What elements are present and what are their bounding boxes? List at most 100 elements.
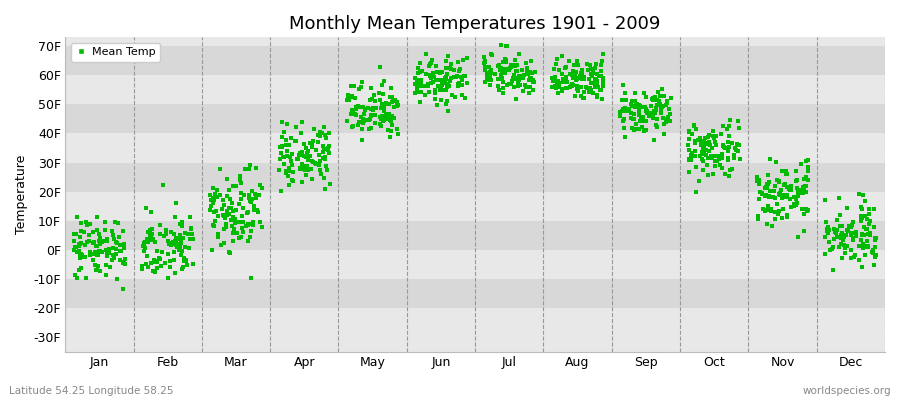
Point [572,73,587,79]
Point [657,131,671,137]
Point [691,136,706,143]
Point [776,206,790,212]
Point [424,75,438,82]
Point [652,98,666,104]
Point [210,186,224,193]
Point [410,88,425,94]
Point [653,103,668,109]
Point [150,258,165,265]
Point [222,204,237,211]
Point [798,158,813,164]
Point [508,56,522,63]
Point [837,250,851,256]
Point [435,87,449,94]
Point [274,144,289,150]
Point [110,240,124,246]
Point [569,68,583,75]
Point [761,181,776,188]
Point [860,226,874,232]
Point [787,202,801,209]
Point [226,208,240,214]
Point [512,73,526,79]
Point [210,194,224,200]
Point [866,247,880,253]
Point [790,188,805,195]
Point [234,190,248,196]
Point [161,251,176,257]
Point [800,156,814,163]
Point [483,77,498,84]
Point [150,258,165,264]
Point [298,145,312,152]
Point [282,165,296,172]
Point [102,250,116,256]
Point [768,215,782,222]
Point [384,94,399,100]
Point [368,98,382,104]
Point [782,196,796,202]
Point [484,70,499,76]
Point [846,219,860,225]
Bar [65,221,885,250]
Point [492,86,507,93]
Point [628,98,643,105]
Point [454,66,468,72]
Point [451,59,465,66]
Point [362,126,376,132]
Point [516,75,530,81]
Bar [65,162,885,192]
Point [659,119,673,125]
Point [784,187,798,193]
Point [662,106,677,112]
Point [685,150,699,157]
Point [415,82,429,89]
Point [216,197,230,203]
Point [104,228,119,234]
Point [100,252,114,259]
Point [494,72,508,78]
Point [789,202,804,208]
Point [499,43,513,49]
Point [688,140,702,146]
Point [143,232,157,239]
Point [716,142,731,148]
Point [226,183,240,189]
Point [98,218,112,225]
Point [282,182,296,188]
Point [496,59,510,66]
Point [636,114,651,120]
Point [292,150,307,156]
Point [654,103,669,110]
Point [384,118,399,124]
Text: Latitude 54.25 Longitude 58.25: Latitude 54.25 Longitude 58.25 [9,386,174,396]
Point [655,115,670,121]
Point [366,106,381,113]
Point [633,118,647,124]
Point [103,263,117,270]
Point [518,60,533,66]
Point [800,208,814,214]
Point [365,96,380,102]
Point [632,102,646,108]
Point [319,163,333,170]
Point [88,262,103,268]
Point [559,78,573,84]
Point [149,248,164,254]
Point [650,97,664,103]
Point [526,86,541,93]
Point [722,132,736,139]
Point [799,175,814,182]
Point [625,98,639,104]
Point [640,108,654,114]
Point [319,154,333,160]
Point [584,80,598,86]
Point [555,76,570,82]
Point [228,216,242,222]
Point [374,64,388,70]
Point [634,115,648,122]
Point [663,111,678,117]
Point [152,255,166,262]
Point [500,43,514,49]
Point [304,166,319,172]
Point [426,79,440,86]
